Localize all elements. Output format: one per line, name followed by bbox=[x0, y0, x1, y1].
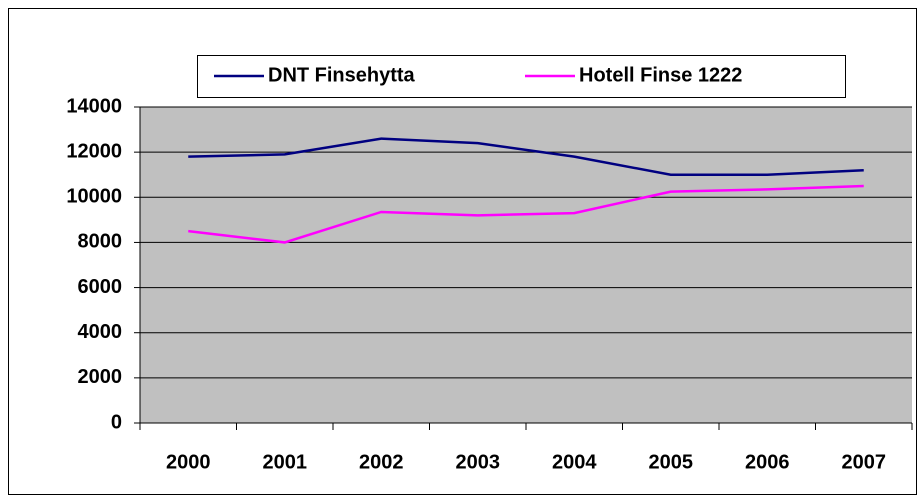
series-line bbox=[188, 137, 864, 176]
y-tick-label: 10000 bbox=[66, 186, 122, 208]
y-tick-label: 2000 bbox=[78, 366, 123, 388]
legend-label: Hotell Finse 1222 bbox=[579, 64, 742, 86]
x-tick-label: 2004 bbox=[552, 451, 597, 473]
legend-label: DNT Finsehytta bbox=[268, 64, 416, 86]
y-tick-label: 14000 bbox=[66, 95, 122, 117]
x-tick-label: 2007 bbox=[842, 451, 887, 473]
y-tick-label: 6000 bbox=[78, 276, 123, 298]
x-tick-label: 2001 bbox=[263, 451, 308, 473]
plot-area bbox=[140, 107, 912, 423]
x-tick-label: 2000 bbox=[166, 451, 211, 473]
x-tick-label: 2005 bbox=[649, 451, 694, 473]
y-tick-label: 12000 bbox=[66, 140, 122, 162]
x-tick-label: 2002 bbox=[359, 451, 404, 473]
y-tick-label: 8000 bbox=[78, 231, 123, 253]
legend bbox=[197, 55, 846, 98]
x-tick-label: 2006 bbox=[745, 451, 790, 473]
y-tick-label: 4000 bbox=[78, 321, 123, 343]
y-tick-label: 0 bbox=[111, 411, 122, 433]
x-tick-label: 2003 bbox=[456, 451, 501, 473]
series-line bbox=[188, 184, 864, 244]
